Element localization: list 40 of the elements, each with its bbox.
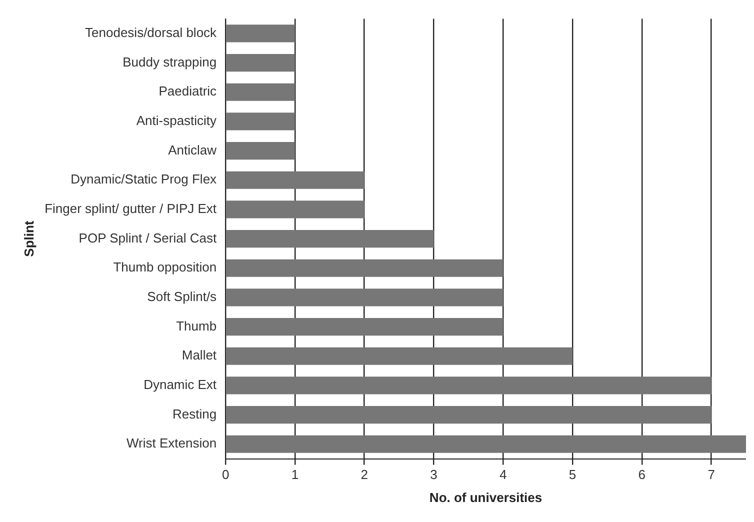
bar: [226, 230, 434, 248]
bar: [226, 406, 712, 424]
y-tick-label: Finger splint/ gutter / PIPJ Ext: [44, 201, 217, 216]
x-tick-label: 5: [568, 467, 576, 482]
x-tick-label: 4: [500, 467, 507, 482]
x-tick-label: 1: [291, 467, 299, 482]
y-tick-label: Buddy strapping: [122, 54, 217, 70]
bar: [226, 435, 746, 453]
bar: [226, 318, 504, 336]
bar: [226, 142, 295, 160]
y-tick-label: Soft Splint/s: [147, 289, 218, 304]
bar: [226, 171, 364, 189]
bar: [226, 347, 573, 365]
x-tick-label: 3: [430, 467, 438, 482]
y-tick-label: Paediatric: [158, 84, 218, 99]
bar: [226, 259, 504, 277]
y-tick-label: Thumb: [176, 318, 217, 334]
y-tick-label: POP Splint / Serial Cast: [78, 230, 217, 246]
bar: [226, 24, 295, 42]
bar: [226, 288, 504, 306]
bar: [226, 112, 295, 130]
y-tick-label: Wrist Extension: [126, 436, 217, 451]
x-tick-label: 2: [360, 467, 368, 482]
y-axis-title: Splint: [21, 220, 36, 257]
x-tick-label: 6: [638, 467, 646, 482]
y-tick-label: Resting: [172, 406, 217, 422]
y-tick-label: Anti-spasticity: [136, 113, 218, 128]
y-tick-label: Dynamic/Static Prog Flex: [70, 172, 218, 187]
y-tick-label: Anticlaw: [168, 142, 218, 158]
bar: [226, 376, 712, 394]
x-axis-title: No. of universities: [429, 490, 542, 505]
y-tick-label: Thumb opposition: [113, 260, 217, 275]
y-tick-label: Mallet: [182, 348, 217, 363]
x-tick-label: 0: [222, 467, 230, 482]
y-tick-label: Tenodesis/dorsal block: [85, 25, 218, 40]
bar: [226, 200, 364, 218]
bar: [226, 54, 295, 72]
bar: [226, 83, 295, 101]
x-tick-label: 7: [708, 467, 715, 482]
y-tick-label: Dynamic Ext: [144, 377, 217, 392]
